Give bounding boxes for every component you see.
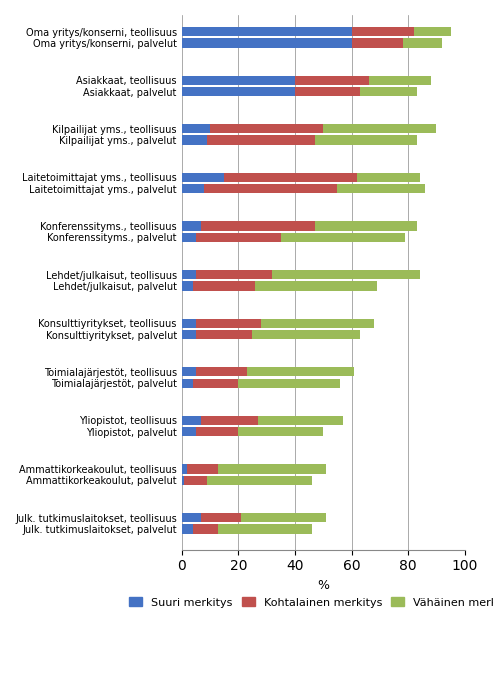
Bar: [181, 427, 196, 437]
Bar: [196, 270, 272, 279]
Bar: [181, 513, 202, 522]
Bar: [357, 173, 420, 182]
Bar: [181, 27, 352, 36]
Bar: [241, 513, 326, 522]
Bar: [181, 330, 196, 339]
Bar: [181, 38, 352, 48]
Bar: [181, 318, 196, 328]
Bar: [181, 135, 207, 145]
Bar: [352, 38, 402, 48]
Bar: [181, 378, 193, 388]
Bar: [196, 318, 261, 328]
X-axis label: %: %: [317, 579, 329, 592]
Bar: [196, 367, 247, 376]
Bar: [181, 184, 204, 193]
Bar: [352, 27, 414, 36]
Bar: [181, 124, 210, 133]
Bar: [414, 27, 451, 36]
Bar: [181, 464, 187, 474]
Bar: [281, 233, 405, 242]
Bar: [295, 87, 360, 96]
Bar: [181, 416, 202, 425]
Bar: [207, 476, 312, 485]
Bar: [247, 367, 354, 376]
Bar: [181, 476, 184, 485]
Bar: [181, 367, 196, 376]
Bar: [187, 464, 218, 474]
Bar: [315, 221, 417, 231]
Bar: [402, 38, 442, 48]
Bar: [181, 281, 193, 291]
Bar: [202, 221, 315, 231]
Bar: [193, 281, 255, 291]
Bar: [272, 270, 420, 279]
Bar: [261, 318, 374, 328]
Bar: [255, 281, 377, 291]
Bar: [252, 330, 360, 339]
Bar: [210, 124, 323, 133]
Bar: [295, 75, 369, 85]
Bar: [323, 124, 436, 133]
Bar: [202, 416, 258, 425]
Bar: [181, 87, 295, 96]
Bar: [258, 416, 343, 425]
Bar: [184, 476, 207, 485]
Bar: [181, 173, 224, 182]
Bar: [181, 233, 196, 242]
Bar: [202, 513, 241, 522]
Bar: [315, 135, 417, 145]
Bar: [218, 464, 326, 474]
Bar: [369, 75, 431, 85]
Bar: [193, 524, 218, 534]
Bar: [207, 135, 315, 145]
Bar: [196, 233, 281, 242]
Bar: [196, 427, 238, 437]
Bar: [181, 75, 295, 85]
Bar: [238, 427, 323, 437]
Bar: [337, 184, 425, 193]
Bar: [193, 378, 238, 388]
Bar: [224, 173, 357, 182]
Legend: Suuri merkitys, Kohtalainen merkitys, Vähäinen merkitys: Suuri merkitys, Kohtalainen merkitys, Vä…: [125, 593, 493, 612]
Bar: [196, 330, 252, 339]
Bar: [204, 184, 337, 193]
Bar: [360, 87, 417, 96]
Bar: [238, 378, 340, 388]
Bar: [181, 524, 193, 534]
Bar: [218, 524, 312, 534]
Bar: [181, 270, 196, 279]
Bar: [181, 221, 202, 231]
